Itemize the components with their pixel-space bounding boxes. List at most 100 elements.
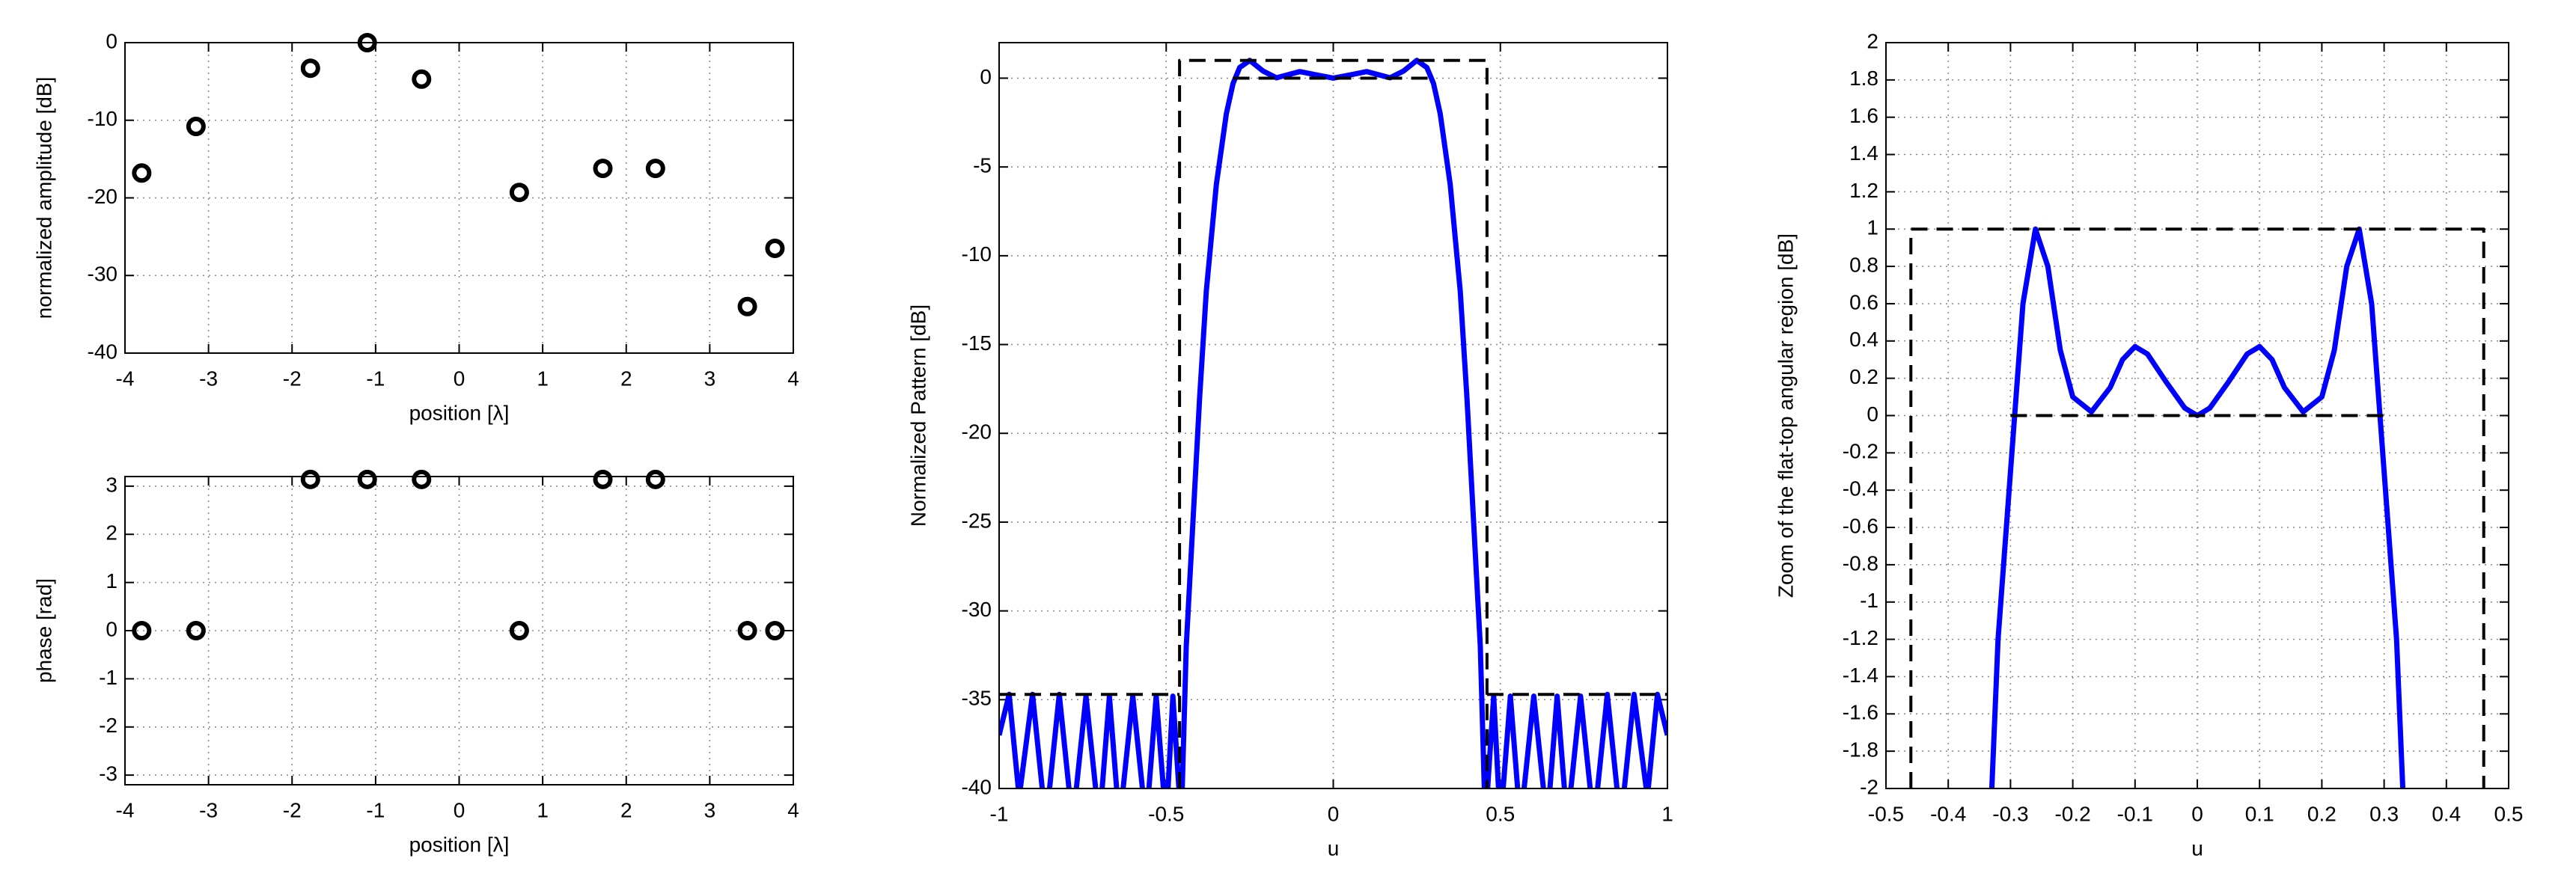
x-tick-label: -0.4 bbox=[1930, 802, 1966, 825]
x-tick-label: -1 bbox=[990, 802, 1009, 825]
x-tick-label: 0.1 bbox=[2245, 802, 2274, 825]
x-tick-label: -4 bbox=[116, 367, 135, 390]
axes-box bbox=[1885, 42, 2509, 789]
y-tick-label: -3 bbox=[99, 762, 117, 785]
point bbox=[645, 469, 665, 489]
y-tick-label: 1.8 bbox=[1849, 67, 1878, 90]
point bbox=[186, 621, 206, 640]
x-tick-label: 3 bbox=[704, 367, 716, 390]
point bbox=[765, 621, 785, 640]
y-tick-label: 0 bbox=[106, 617, 117, 640]
x-tick-label: 0 bbox=[454, 798, 466, 821]
x-tick-label: 0.5 bbox=[1486, 802, 1515, 825]
subplot: -1 -0.5 0 0.5 1 -40 -35 -30 -25 -20 -15 -10 -5 0 u Norm… bbox=[906, 42, 1673, 860]
y-tick-label: -15 bbox=[962, 331, 992, 355]
x-axis-label: position [λ] bbox=[409, 401, 510, 424]
point bbox=[593, 159, 613, 179]
x-tick-label: -0.1 bbox=[2117, 802, 2153, 825]
x-axis-label: position [λ] bbox=[409, 833, 510, 856]
y-tick-label: -1.2 bbox=[1843, 626, 1878, 649]
x-tick-label: 0.5 bbox=[2494, 802, 2524, 825]
y-tick-label: -1 bbox=[99, 666, 117, 689]
x-tick-label: 1 bbox=[537, 798, 549, 821]
y-tick-label: 1 bbox=[106, 569, 117, 592]
y-tick-label: -0.2 bbox=[1843, 440, 1878, 463]
axes-box bbox=[124, 42, 794, 354]
x-tick-label: 1 bbox=[1661, 802, 1673, 825]
x-axis-label: u bbox=[2191, 836, 2203, 860]
subplot: -0.5 -0.4 -0.3 -0.2 -0.1 0 0.1 0.2 0.3 0.4 0.5 -2 -1… bbox=[1774, 29, 2523, 860]
y-tick-label: -2 bbox=[1860, 775, 1878, 798]
y-tick-label: -2 bbox=[99, 714, 117, 737]
plot-area bbox=[125, 477, 793, 785]
y-tick-label: -20 bbox=[88, 185, 117, 208]
x-tick-label: -0.2 bbox=[2054, 802, 2090, 825]
y-tick-label: 0 bbox=[106, 29, 117, 52]
y-tick-label: -0.8 bbox=[1843, 551, 1878, 575]
x-tick-label: 2 bbox=[620, 798, 632, 821]
y-axis-label: Normalized Pattern [dB] bbox=[906, 304, 930, 527]
axes-box bbox=[124, 476, 794, 785]
x-tick-label: 0.3 bbox=[2369, 802, 2399, 825]
y-tick-label: -1.4 bbox=[1843, 664, 1878, 687]
y-tick-label: 1.4 bbox=[1849, 141, 1878, 165]
x-axis-label: u bbox=[1328, 836, 1340, 860]
y-tick-label: -5 bbox=[973, 154, 992, 177]
y-axis-label: Zoom of the flat-top angular region [dB] bbox=[1774, 233, 1797, 598]
y-tick-label: -0.6 bbox=[1843, 514, 1878, 537]
x-tick-label: -2 bbox=[283, 798, 302, 821]
x-tick-label: 2 bbox=[620, 367, 632, 390]
mask-line bbox=[1909, 227, 2485, 788]
mask-line bbox=[1178, 58, 1489, 788]
y-tick-label: -1.8 bbox=[1843, 738, 1878, 762]
x-tick-label: -0.3 bbox=[1992, 802, 2028, 825]
x-tick-label: 4 bbox=[787, 367, 799, 390]
y-tick-label: 0 bbox=[980, 65, 992, 88]
x-tick-label: 0 bbox=[2191, 802, 2203, 825]
x-tick-label: -4 bbox=[116, 798, 135, 821]
x-tick-label: -3 bbox=[199, 798, 218, 821]
y-tick-label: 1 bbox=[1867, 216, 1878, 239]
y-tick-label: -35 bbox=[962, 687, 992, 710]
y-tick-label: -10 bbox=[88, 107, 117, 130]
point bbox=[737, 296, 757, 316]
point bbox=[593, 469, 613, 489]
y-tick-label: 1.6 bbox=[1849, 104, 1878, 127]
point bbox=[132, 163, 152, 183]
y-tick-label: -10 bbox=[962, 242, 992, 266]
y-tick-label: -30 bbox=[88, 263, 117, 286]
point bbox=[509, 183, 529, 203]
y-axis-label: normalized amplitude [dB] bbox=[32, 77, 55, 319]
x-tick-label: 0 bbox=[1328, 802, 1340, 825]
y-tick-label: 0.2 bbox=[1849, 365, 1878, 388]
y-tick-label: -40 bbox=[88, 340, 117, 363]
x-tick-label: -1 bbox=[366, 367, 385, 390]
x-tick-label: 0.2 bbox=[2307, 802, 2337, 825]
x-tick-label: 4 bbox=[787, 798, 799, 821]
x-tick-label: -2 bbox=[283, 367, 302, 390]
y-tick-label: 2 bbox=[1867, 29, 1878, 52]
y-tick-label: 0 bbox=[1867, 402, 1878, 426]
y-tick-label: -0.4 bbox=[1843, 477, 1878, 500]
y-tick-label: 1.2 bbox=[1849, 179, 1878, 202]
subplot: -4 -3 -2 -1 0 1 2 3 4 -3 -2 -1 0 1 2 3 position [λ] phase… bbox=[32, 469, 799, 856]
point bbox=[132, 621, 152, 640]
point bbox=[645, 159, 665, 179]
point bbox=[357, 469, 377, 489]
point bbox=[186, 117, 206, 137]
x-tick-label: 0 bbox=[454, 367, 466, 390]
x-tick-label: -3 bbox=[199, 367, 218, 390]
x-tick-label: 3 bbox=[704, 798, 716, 821]
point bbox=[300, 469, 320, 489]
y-tick-label: 0.4 bbox=[1849, 328, 1878, 351]
point bbox=[412, 469, 432, 489]
y-tick-label: 3 bbox=[106, 473, 117, 496]
pattern-line bbox=[999, 58, 1667, 788]
point bbox=[509, 621, 529, 640]
x-tick-label: 1 bbox=[537, 367, 549, 390]
y-tick-label: 2 bbox=[106, 521, 117, 545]
point bbox=[300, 58, 320, 79]
y-tick-label: -30 bbox=[962, 598, 992, 621]
